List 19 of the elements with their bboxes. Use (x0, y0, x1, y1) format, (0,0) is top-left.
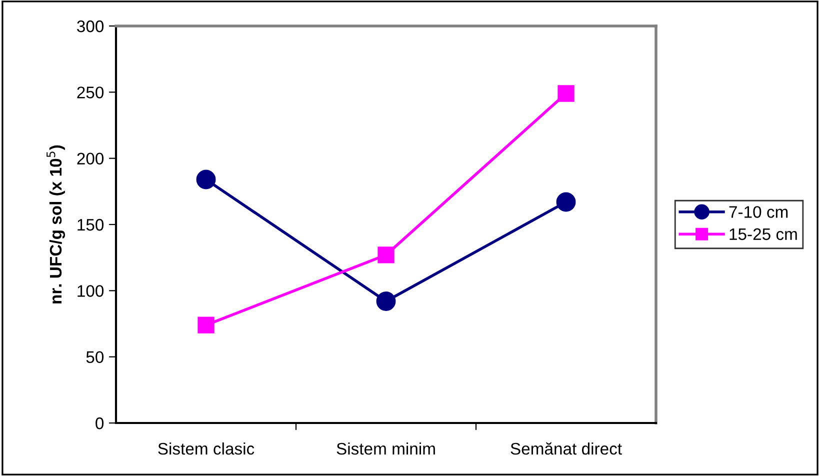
y-tick-label: 200 (77, 152, 104, 165)
y-tick-label: 100 (78, 285, 104, 297)
x-tick-label: Sistem minim (336, 442, 435, 455)
y-tick-label: 50 (86, 351, 104, 364)
y-tick-label: 250 (77, 86, 104, 98)
point (378, 246, 394, 264)
point (198, 316, 214, 334)
point (196, 170, 216, 190)
x-tick-label: Sistem clasic (158, 442, 254, 455)
point (558, 85, 574, 102)
y-axis-title: nr. UFC/g sol (x 10$^{5}$) (46, 145, 66, 304)
x-tick-label: Semănat direct (510, 442, 622, 455)
legend-label: 7-10 cm (729, 206, 788, 218)
point (556, 192, 576, 212)
y-tick-label: 0 (96, 417, 104, 430)
y-tick-label: 150 (78, 218, 104, 231)
point (376, 292, 396, 311)
legend-label: 15-25 cm (730, 228, 797, 240)
y-tick-label: 300 (77, 20, 104, 32)
